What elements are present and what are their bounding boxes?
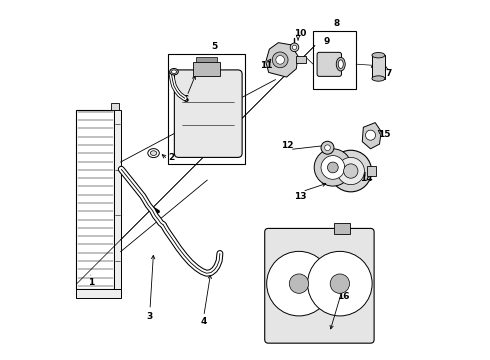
Text: 5: 5 <box>211 42 217 51</box>
Bar <box>111 103 120 110</box>
Text: 1: 1 <box>88 278 94 287</box>
Text: 12: 12 <box>281 141 294 150</box>
Circle shape <box>272 52 288 68</box>
Text: 6: 6 <box>183 95 189 104</box>
Ellipse shape <box>336 57 345 71</box>
Text: 3: 3 <box>147 312 153 321</box>
Bar <box>196 57 217 62</box>
Ellipse shape <box>170 68 178 75</box>
Bar <box>114 110 121 289</box>
Bar <box>313 31 356 89</box>
Bar <box>367 166 376 176</box>
Circle shape <box>324 145 330 150</box>
FancyBboxPatch shape <box>174 70 242 157</box>
Circle shape <box>276 55 285 64</box>
Circle shape <box>290 43 299 51</box>
Polygon shape <box>362 123 381 149</box>
Ellipse shape <box>372 76 385 81</box>
Circle shape <box>330 274 349 293</box>
Circle shape <box>289 274 309 293</box>
Ellipse shape <box>150 151 157 156</box>
Text: 14: 14 <box>360 174 372 183</box>
Circle shape <box>308 251 372 316</box>
Bar <box>296 55 306 63</box>
FancyBboxPatch shape <box>265 228 374 343</box>
Circle shape <box>293 45 296 49</box>
Circle shape <box>343 164 358 178</box>
Ellipse shape <box>338 60 343 68</box>
Bar <box>372 55 385 78</box>
Text: 7: 7 <box>385 69 392 78</box>
Text: 15: 15 <box>378 130 391 139</box>
Circle shape <box>330 150 371 192</box>
Circle shape <box>327 162 338 173</box>
Polygon shape <box>266 42 298 77</box>
Text: 13: 13 <box>294 192 307 201</box>
Circle shape <box>337 157 365 185</box>
Text: 11: 11 <box>260 62 272 71</box>
FancyBboxPatch shape <box>317 52 342 76</box>
Text: 4: 4 <box>200 317 207 326</box>
Circle shape <box>366 130 375 140</box>
Ellipse shape <box>372 53 385 58</box>
Circle shape <box>314 149 351 186</box>
Text: 10: 10 <box>294 29 307 38</box>
Circle shape <box>267 251 331 316</box>
Circle shape <box>321 156 344 179</box>
Circle shape <box>321 141 334 154</box>
Text: 9: 9 <box>323 37 330 46</box>
Text: 16: 16 <box>338 292 350 301</box>
Bar <box>334 223 350 234</box>
Ellipse shape <box>148 149 159 158</box>
Bar <box>76 289 121 298</box>
Ellipse shape <box>172 70 176 73</box>
Bar <box>76 110 114 289</box>
Bar <box>194 62 220 76</box>
Text: 2: 2 <box>169 153 174 162</box>
Bar <box>168 54 245 164</box>
Text: 8: 8 <box>334 19 340 28</box>
